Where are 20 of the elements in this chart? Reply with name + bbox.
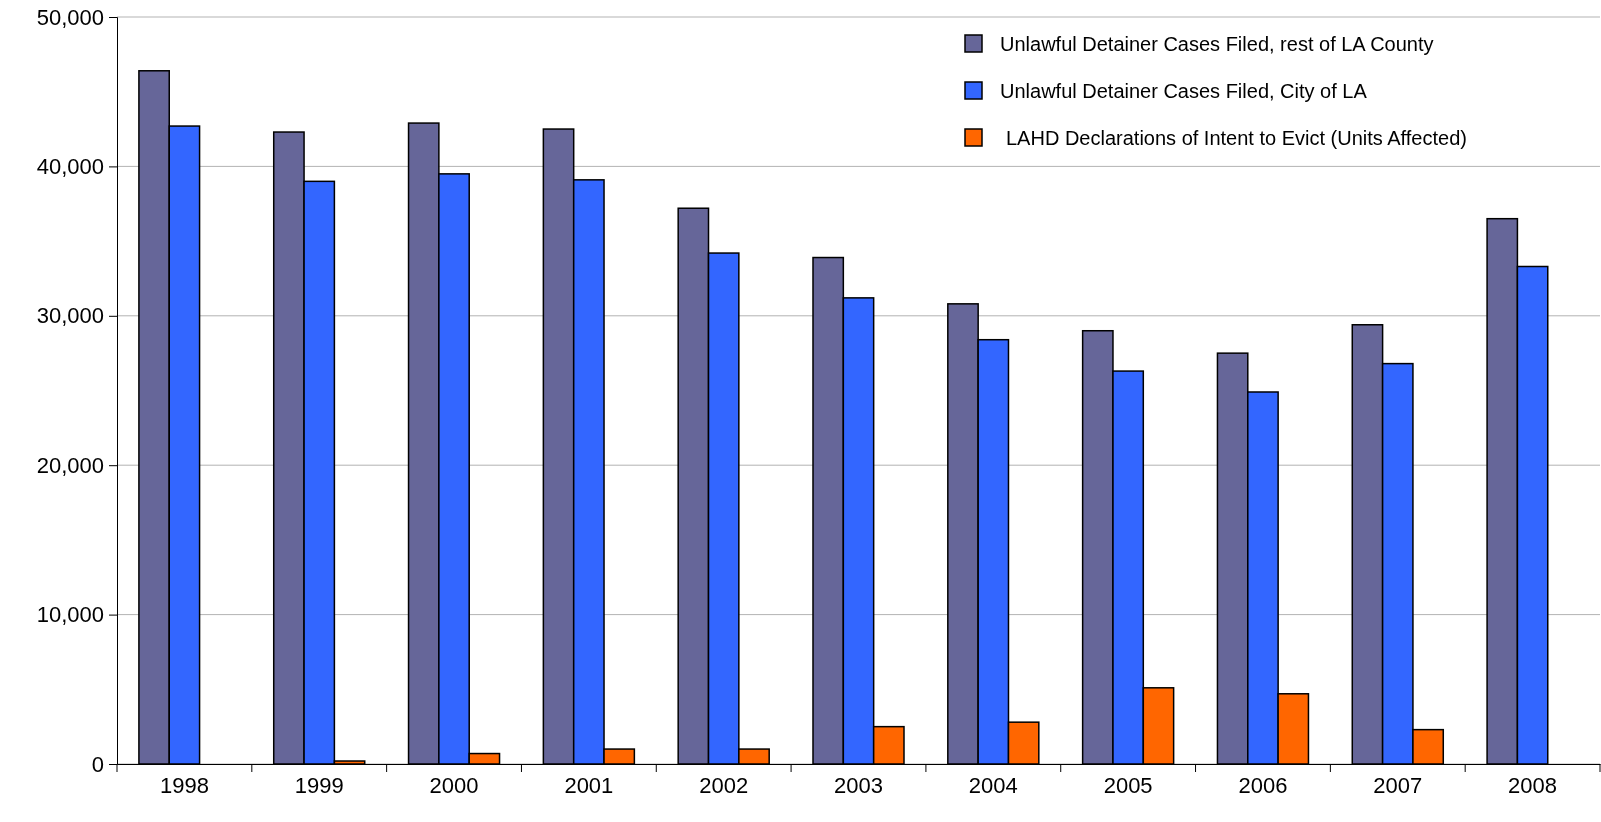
y-tick-label: 40,000 [36,153,104,179]
x-tick-label: 1998 [159,773,209,799]
y-tick-label: 0 [91,751,104,777]
x-tick-label: 2006 [1238,773,1288,799]
y-tick-label: 20,000 [36,452,104,478]
x-tick-label: 2005 [1103,773,1153,799]
x-tick-label: 2001 [564,773,614,799]
x-tick-label: 2004 [968,773,1018,799]
x-tick-label: 2007 [1373,773,1423,799]
y-tick-label: 30,000 [36,303,104,329]
x-tick-label: 2008 [1508,773,1558,799]
x-tick-label: 2000 [429,773,479,799]
legend-label: Unlawful Detainer Cases Filed, City of LA [1000,80,1368,102]
x-tick-label: 2003 [834,773,883,799]
x-tick-label: 1999 [294,773,344,799]
x-tick-label: 2002 [699,773,749,799]
y-tick-label: 50,000 [36,4,104,30]
legend-label: Unlawful Detainer Cases Filed, rest of LA County [1000,33,1434,55]
legend-label: LAHD Declarations of Intent to Evict (Units Affected) [1006,127,1467,149]
y-tick-label: 10,000 [36,602,104,628]
